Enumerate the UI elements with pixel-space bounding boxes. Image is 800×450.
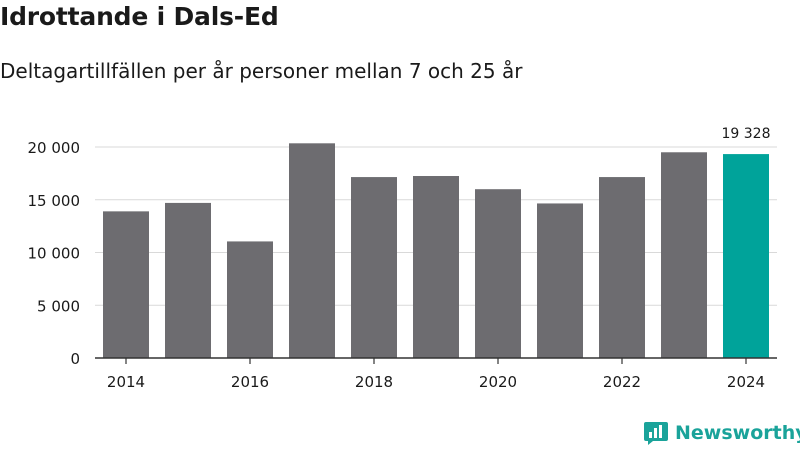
bar (475, 189, 521, 358)
bar (413, 176, 459, 358)
brand-logo: Newsworthy (643, 420, 800, 446)
bar (599, 177, 645, 358)
bar (103, 211, 149, 358)
x-tick-label: 2024 (727, 373, 765, 391)
bar-highlight (723, 154, 769, 358)
y-tick-label: 0 (70, 350, 80, 368)
bar (351, 177, 397, 358)
bar (165, 202, 211, 358)
bar (289, 143, 335, 358)
bar (227, 241, 273, 358)
x-tick-label: 2018 (355, 373, 393, 391)
x-tick-label: 2022 (603, 373, 641, 391)
x-tick-label: 2014 (107, 373, 145, 391)
x-tick-label: 2020 (479, 373, 517, 391)
y-tick-label: 10 000 (28, 245, 81, 263)
bar (661, 152, 707, 358)
chart-title: Idrottande i Dals-Ed (0, 2, 279, 31)
brand-name: Newsworthy (675, 422, 800, 444)
chart-subtitle: Deltagartillfällen per år personer mella… (0, 59, 523, 83)
y-tick-label: 20 000 (28, 139, 81, 157)
bar (537, 203, 583, 358)
highlight-value-label: 19 328 (722, 126, 771, 142)
bar-chart: 0 5 000 10 000 15 000 20 000 2014 2016 2018 2020… (28, 126, 777, 391)
x-tick-label: 2016 (231, 373, 269, 391)
newsworthy-logo-icon (644, 422, 668, 445)
y-tick-label: 15 000 (28, 192, 81, 210)
y-tick-label: 5 000 (37, 297, 80, 315)
